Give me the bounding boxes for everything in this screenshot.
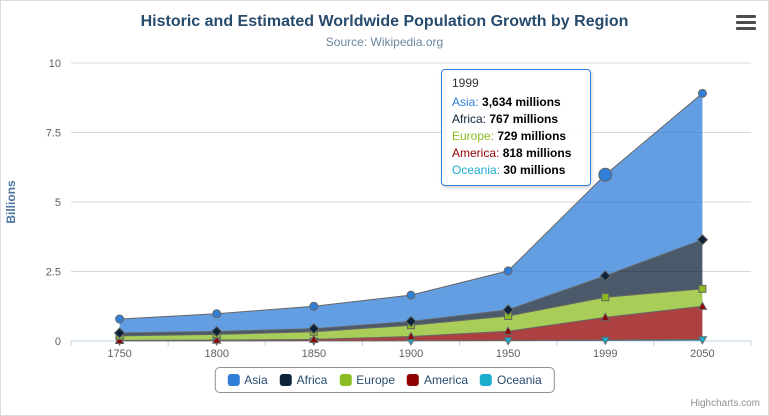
point-africa-2050[interactable] [696, 234, 709, 246]
point-america-1999[interactable] [600, 312, 611, 321]
point-africa-1850[interactable] [308, 322, 320, 335]
point-europe-1999[interactable] [601, 293, 610, 302]
chart-subtitle: Source: Wikipedia.org [325, 35, 444, 49]
highcharts-credit[interactable]: Highcharts.com [690, 398, 760, 409]
point-america-1850[interactable] [308, 334, 319, 343]
legend-swatch-america [407, 374, 420, 386]
tooltip-series-value: 729 millions [497, 129, 567, 143]
point-africa-1950[interactable] [502, 304, 514, 316]
tooltip: 1999 Asia: 3,634 millions Africa: 767 mil… [441, 69, 591, 186]
tooltip-series-name: Africa: [452, 112, 490, 126]
x-axis-tick-label: 2050 [690, 348, 714, 360]
x-axis-tick-label: 1900 [399, 348, 423, 360]
legend-label: Europe [356, 373, 396, 387]
point-asia-1850[interactable] [309, 301, 319, 311]
y-axis-title: Billions [4, 180, 18, 224]
point-africa-1900[interactable] [405, 315, 417, 328]
y-axis-tick-label: 2.5 [46, 267, 61, 279]
point-america-1750[interactable] [114, 335, 125, 344]
legend-item-asia[interactable]: Asia [227, 373, 268, 387]
x-axis-tick-label: 1800 [204, 348, 228, 360]
area-asia [119, 93, 703, 333]
y-axis-tick-label: 7.5 [46, 128, 61, 140]
y-axis-tick-label: 10 [49, 58, 61, 70]
point-oceania-1950[interactable] [503, 337, 514, 346]
tooltip-series-value: 3,634 millions [482, 95, 561, 109]
legend-item-europe[interactable]: Europe [339, 373, 395, 387]
point-asia-1750[interactable] [115, 314, 125, 324]
point-america-1900[interactable] [406, 331, 416, 340]
tooltip-row-oceania: Oceania: 30 millions [452, 162, 580, 179]
tooltip-series-name: Asia: [452, 95, 483, 109]
legend-swatch-asia [227, 374, 240, 386]
point-asia-2050[interactable] [697, 88, 707, 98]
hamburger-icon [736, 15, 756, 18]
point-america-1950[interactable] [503, 326, 514, 335]
point-africa-1750[interactable] [113, 327, 126, 339]
tooltip-series-name: Europe: [452, 129, 498, 143]
legend-swatch-europe [339, 374, 352, 386]
point-oceania-1999[interactable] [600, 336, 611, 346]
export-menu-button[interactable] [736, 15, 756, 33]
point-asia-1999[interactable] [598, 167, 613, 182]
legend: Asia Africa Europe America Oceania [214, 367, 555, 393]
legend-label: Asia [244, 373, 268, 387]
legend-swatch-oceania [480, 374, 493, 386]
x-axis-tick-label: 1850 [302, 348, 326, 360]
legend-label: Oceania [497, 373, 542, 387]
y-axis-tick-label: 5 [55, 197, 61, 209]
point-africa-1999[interactable] [599, 270, 611, 282]
tooltip-series-name: Oceania: [452, 163, 504, 177]
area-africa [119, 239, 703, 336]
legend-swatch-africa [279, 374, 292, 386]
legend-label: America [424, 373, 469, 387]
legend-item-america[interactable]: America [407, 373, 468, 387]
point-africa-1800[interactable] [211, 325, 223, 338]
point-asia-1800[interactable] [212, 309, 222, 319]
tooltip-row-africa: Africa: 767 millions [452, 111, 580, 128]
tooltip-series-value: 30 millions [503, 163, 566, 177]
point-america-1800[interactable] [211, 335, 222, 344]
point-oceania-2050[interactable] [697, 336, 708, 345]
tooltip-series-name: America: [452, 146, 503, 160]
area-america [119, 306, 703, 341]
tooltip-row-europe: Europe: 729 millions [452, 128, 580, 145]
point-america-2050[interactable] [697, 301, 708, 310]
legend-item-africa[interactable]: Africa [279, 373, 328, 387]
x-axis-tick-label: 1950 [496, 348, 520, 360]
point-europe-2050[interactable] [698, 284, 707, 293]
x-axis-tick-label: 1999 [593, 348, 617, 360]
point-asia-1950[interactable] [503, 266, 513, 276]
hamburger-icon [736, 27, 756, 30]
tooltip-series-value: 767 millions [489, 112, 559, 126]
chart-title: Historic and Estimated Worldwide Populat… [140, 13, 629, 30]
x-axis-tick-label: 1750 [107, 348, 131, 360]
point-asia-1900[interactable] [406, 290, 416, 300]
tooltip-row-america: America: 818 millions [452, 145, 580, 162]
y-axis-tick-label: 0 [55, 336, 61, 348]
tooltip-header: 1999 [452, 76, 479, 90]
legend-item-oceania[interactable]: Oceania [480, 373, 542, 387]
tooltip-series-value: 818 millions [502, 146, 572, 160]
legend-label: Africa [296, 373, 328, 387]
hamburger-icon [736, 21, 756, 24]
tooltip-row-asia: Asia: 3,634 millions [452, 94, 580, 111]
